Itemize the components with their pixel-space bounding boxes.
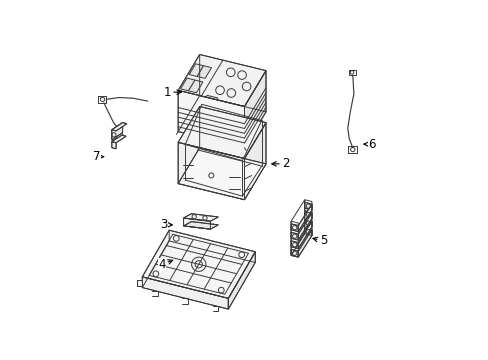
Polygon shape bbox=[112, 123, 122, 140]
Polygon shape bbox=[183, 214, 218, 221]
Text: 4: 4 bbox=[158, 258, 172, 271]
Polygon shape bbox=[178, 148, 265, 200]
Polygon shape bbox=[178, 142, 244, 200]
Polygon shape bbox=[112, 135, 126, 143]
Polygon shape bbox=[290, 249, 298, 257]
Polygon shape bbox=[304, 211, 311, 219]
Polygon shape bbox=[142, 230, 255, 298]
Text: 5: 5 bbox=[312, 234, 326, 247]
Polygon shape bbox=[298, 230, 311, 257]
Polygon shape bbox=[189, 64, 203, 76]
Polygon shape bbox=[142, 277, 228, 309]
Polygon shape bbox=[304, 219, 311, 227]
Polygon shape bbox=[197, 66, 211, 78]
Polygon shape bbox=[183, 218, 210, 229]
Polygon shape bbox=[183, 222, 218, 229]
Polygon shape bbox=[178, 54, 265, 107]
Polygon shape bbox=[205, 95, 217, 100]
Polygon shape bbox=[298, 221, 311, 249]
Polygon shape bbox=[188, 80, 203, 93]
Text: 2: 2 bbox=[271, 157, 289, 170]
Polygon shape bbox=[304, 202, 311, 210]
Polygon shape bbox=[290, 224, 298, 231]
Polygon shape bbox=[112, 130, 116, 141]
Polygon shape bbox=[244, 71, 265, 148]
Polygon shape bbox=[290, 232, 298, 240]
Text: 6: 6 bbox=[364, 138, 375, 150]
Polygon shape bbox=[244, 123, 265, 200]
Polygon shape bbox=[180, 78, 195, 91]
Polygon shape bbox=[178, 90, 244, 148]
Polygon shape bbox=[178, 107, 265, 158]
Polygon shape bbox=[298, 204, 311, 231]
Polygon shape bbox=[228, 252, 255, 309]
Text: 1: 1 bbox=[163, 86, 181, 99]
Polygon shape bbox=[304, 228, 311, 235]
Text: 3: 3 bbox=[160, 218, 172, 231]
Polygon shape bbox=[112, 123, 126, 131]
Polygon shape bbox=[137, 280, 142, 286]
Polygon shape bbox=[112, 141, 116, 149]
Text: 7: 7 bbox=[93, 150, 103, 163]
Polygon shape bbox=[290, 241, 298, 249]
Polygon shape bbox=[298, 213, 311, 240]
